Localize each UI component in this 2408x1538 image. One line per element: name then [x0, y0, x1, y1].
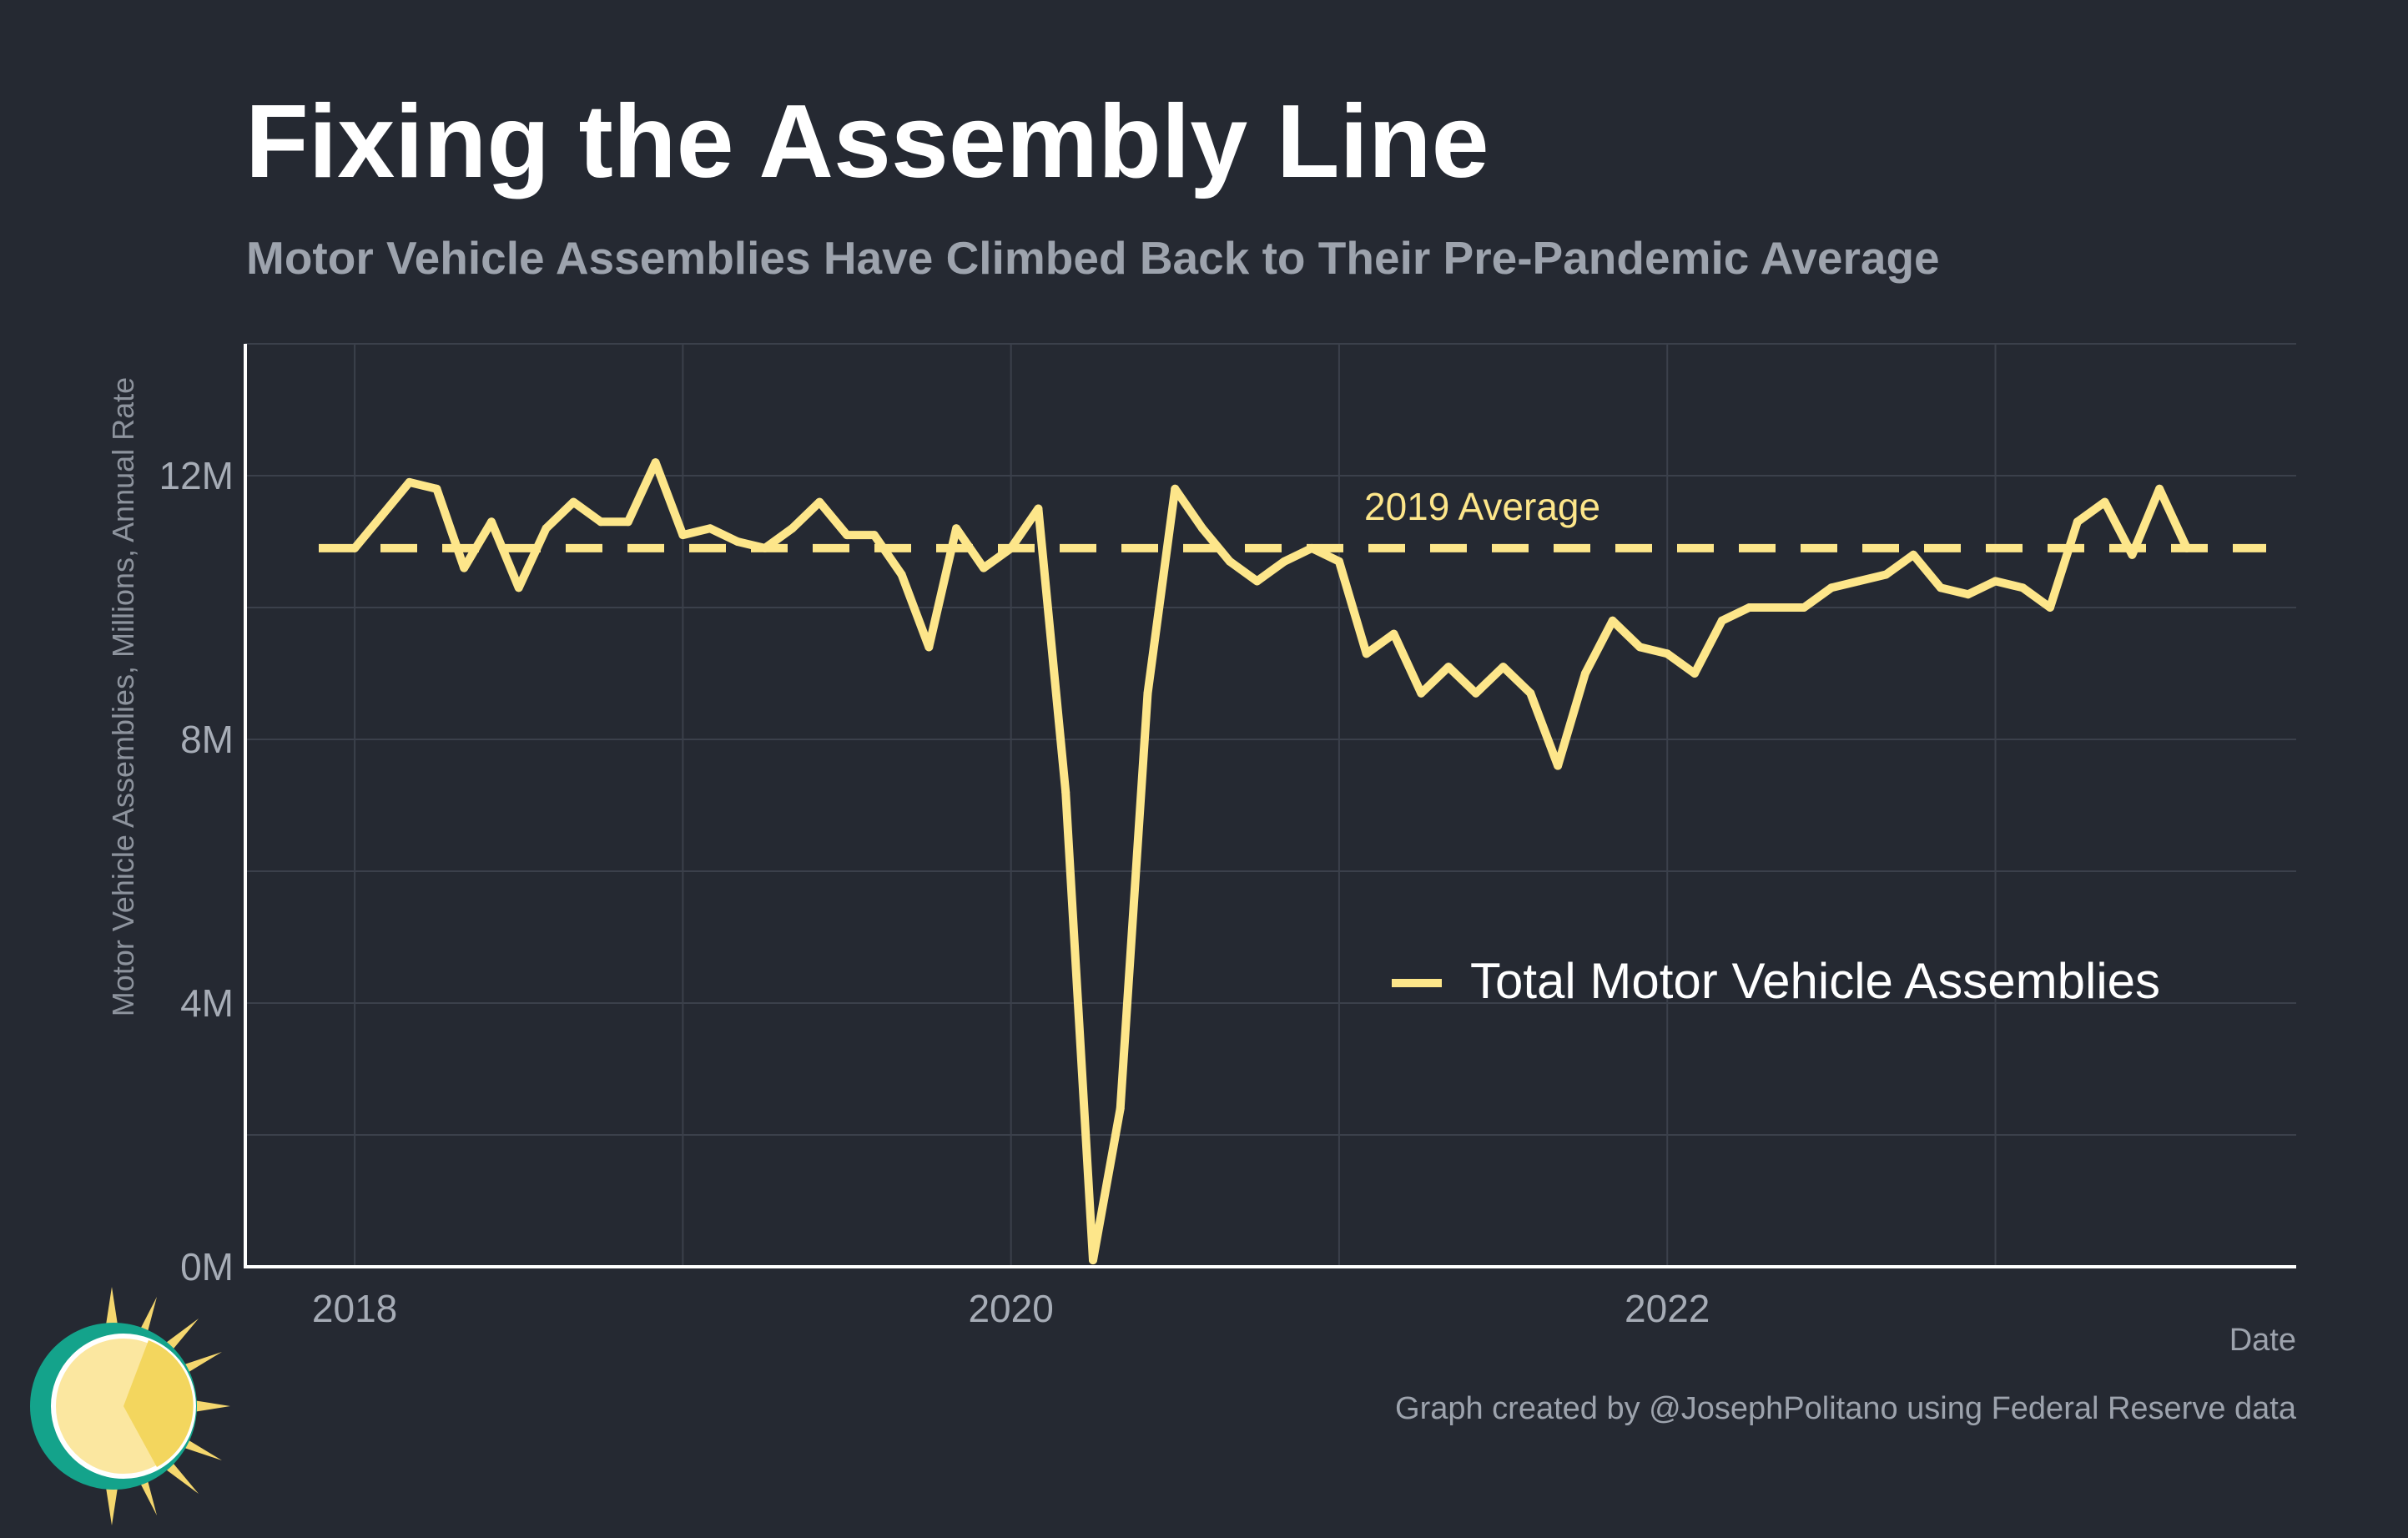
data-point [2182, 543, 2191, 552]
data-point [2155, 484, 2164, 493]
data-point [1854, 577, 1863, 586]
series-group [350, 458, 2191, 1265]
chart-subtitle: Motor Vehicle Assemblies Have Climbed Ba… [246, 232, 1940, 284]
data-point [1635, 643, 1645, 652]
y-tick-label: 8M [180, 718, 234, 761]
data-point [486, 517, 496, 527]
data-point [869, 531, 879, 540]
data-point [1909, 550, 1918, 559]
data-point [597, 517, 606, 527]
data-point [1772, 603, 1781, 612]
data-point [706, 524, 715, 533]
data-point [1554, 761, 1563, 770]
data-point [1280, 557, 1289, 566]
data-point [1307, 543, 1317, 552]
data-point [1745, 603, 1754, 612]
data-point [569, 497, 578, 507]
data-point [1034, 504, 1043, 513]
x-axis-label: Date [2229, 1323, 2296, 1358]
data-point [678, 531, 688, 540]
data-point [2128, 550, 2137, 559]
data-point [1526, 688, 1535, 698]
data-point [1882, 570, 1891, 579]
data-point [2046, 603, 2055, 612]
sun-logo [30, 1287, 230, 1525]
data-point [1252, 577, 1262, 586]
data-point [1663, 649, 1672, 658]
data-point [1936, 583, 1945, 593]
data-point [924, 643, 934, 652]
data-point [1499, 663, 1508, 672]
axes [244, 344, 2296, 1268]
data-point [897, 570, 906, 579]
data-point [1991, 577, 2000, 586]
data-point [1826, 583, 1836, 593]
data-point [405, 477, 414, 487]
data-point [1006, 543, 1015, 552]
data-point [2100, 497, 2109, 507]
x-tick-label: 2020 [968, 1287, 1053, 1330]
x-tick-label: 2018 [312, 1287, 397, 1330]
data-point [2073, 517, 2082, 527]
x-tick-labels: 2018 2020 2022 [312, 1287, 1710, 1330]
data-point [377, 511, 386, 520]
data-point [432, 484, 441, 493]
data-point [1116, 1104, 1125, 1113]
data-point [623, 517, 632, 527]
data-point [2018, 583, 2028, 593]
data-point [733, 537, 742, 546]
data-point [1471, 688, 1480, 698]
legend-label: Total Motor Vehicle Assemblies [1470, 953, 2160, 1009]
sun-shade-icon [123, 1340, 194, 1467]
y-tick-label: 0M [180, 1245, 234, 1288]
y-tick-labels: 0M 4M 8M 12M [159, 454, 234, 1288]
data-point [1580, 669, 1589, 678]
credit-text: Graph created by @JosephPolitano using F… [1395, 1391, 2297, 1426]
data-point [788, 524, 797, 533]
data-point [1088, 1256, 1097, 1265]
data-point [514, 583, 523, 593]
data-point [1800, 603, 1809, 612]
data-point [542, 524, 551, 533]
x-tick-label: 2022 [1625, 1287, 1710, 1330]
data-point [952, 524, 961, 533]
data-point [460, 563, 469, 572]
data-point [1389, 629, 1398, 638]
data-point [1143, 688, 1152, 698]
y-tick-label: 4M [180, 981, 234, 1025]
reference-line-label: 2019 Average [1364, 485, 1600, 528]
data-point [651, 458, 660, 467]
data-point [350, 543, 360, 552]
data-point [1061, 788, 1071, 797]
data-point [1362, 649, 1371, 658]
data-point [1225, 557, 1234, 566]
data-point [1963, 590, 1972, 599]
series-line [350, 458, 2191, 1265]
data-point [843, 531, 852, 540]
data-point [1717, 616, 1726, 625]
data-point [815, 497, 824, 507]
data-point [1171, 484, 1180, 493]
data-point [1444, 663, 1453, 672]
y-tick-label: 12M [159, 454, 234, 497]
data-point [760, 543, 769, 552]
data-point [979, 563, 988, 572]
y-axis-label: Motor Vehicle Assemblies, Millions, Annu… [106, 377, 140, 1016]
data-point [1417, 688, 1426, 698]
data-point [1198, 524, 1207, 533]
data-point [1690, 669, 1699, 678]
data-point [1334, 557, 1343, 566]
grid-lines [245, 343, 2296, 1267]
legend: Total Motor Vehicle Assemblies [1392, 953, 2160, 1009]
chart-title: Fixing the Assembly Line [245, 84, 1489, 199]
data-point [1608, 616, 1617, 625]
